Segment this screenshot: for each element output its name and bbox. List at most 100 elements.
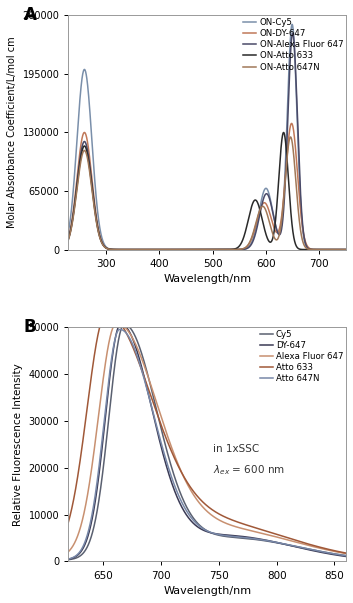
Atto 633 — [344, 549, 348, 557]
ON-DY-647 — [66, 234, 71, 241]
ON-Alexa Fluor 647 — [309, 246, 313, 253]
Atto 647N — [118, 326, 122, 333]
Text: $\lambda_{ex}$ = 600 nm: $\lambda_{ex}$ = 600 nm — [213, 463, 285, 477]
ON-Atto 647N — [309, 246, 313, 253]
ON-Alexa Fluor 647 — [66, 235, 71, 242]
ON-Atto 647N — [66, 236, 71, 243]
DY-647 — [80, 546, 85, 553]
Line: Alexa Fluor 647: Alexa Fluor 647 — [68, 324, 346, 554]
Y-axis label: Relative Fluorescence Intensity: Relative Fluorescence Intensity — [13, 363, 23, 526]
DY-647 — [285, 541, 289, 548]
Atto 633 — [80, 440, 85, 447]
ON-Atto 647N — [288, 133, 293, 140]
ON-Atto 647N — [114, 246, 119, 253]
Atto 633 — [285, 534, 289, 541]
Atto 633 — [202, 499, 206, 507]
ON-Atto 647N — [339, 246, 343, 253]
ON-Cy5 — [344, 246, 348, 253]
Y-axis label: Molar Absorbance Coefficient/L/mol cm: Molar Absorbance Coefficient/L/mol cm — [7, 37, 17, 229]
Text: A: A — [24, 6, 37, 24]
Atto 647N — [194, 520, 198, 527]
ON-Cy5 — [309, 246, 313, 253]
Alexa Fluor 647 — [202, 504, 206, 511]
Legend: ON-Cy5, ON-DY-647, ON-Alexa Fluor 647, ON-Atto 633, ON-Atto 647N: ON-Cy5, ON-DY-647, ON-Alexa Fluor 647, O… — [244, 18, 343, 72]
Alexa Fluor 647 — [80, 516, 85, 523]
Line: ON-Cy5: ON-Cy5 — [68, 24, 346, 250]
ON-Alexa Fluor 647 — [339, 246, 343, 253]
ON-Atto 633 — [173, 246, 177, 253]
ON-Alexa Fluor 647 — [98, 234, 102, 241]
DY-647 — [336, 552, 340, 559]
Atto 633 — [66, 519, 71, 526]
ON-DY-647 — [289, 120, 294, 127]
ON-Atto 633 — [309, 246, 313, 253]
ON-DY-647 — [344, 246, 348, 253]
ON-Alexa Fluor 647 — [177, 246, 181, 253]
ON-Cy5 — [177, 246, 181, 253]
Line: Atto 633: Atto 633 — [68, 314, 346, 553]
Cy5 — [285, 541, 289, 548]
Atto 633 — [106, 311, 110, 318]
Cy5 — [80, 550, 85, 557]
ON-Atto 647N — [98, 235, 102, 242]
ON-DY-647 — [173, 246, 177, 253]
ON-Cy5 — [66, 228, 71, 235]
ON-DY-647 — [173, 246, 177, 253]
Line: DY-647: DY-647 — [68, 324, 346, 559]
Atto 633 — [336, 548, 340, 555]
Line: ON-Atto 633: ON-Atto 633 — [68, 133, 346, 250]
Line: ON-Alexa Fluor 647: ON-Alexa Fluor 647 — [68, 33, 346, 250]
DY-647 — [336, 552, 340, 559]
DY-647 — [202, 526, 206, 534]
ON-Atto 647N — [175, 246, 179, 253]
ON-Atto 647N — [344, 246, 348, 253]
Cy5 — [336, 551, 340, 558]
ON-Atto 633 — [339, 246, 343, 253]
Alexa Fluor 647 — [194, 495, 198, 502]
ON-Alexa Fluor 647 — [185, 246, 189, 253]
ON-Atto 633 — [281, 129, 286, 136]
ON-Atto 647N — [173, 246, 177, 253]
Atto 647N — [344, 552, 348, 560]
Line: Cy5: Cy5 — [68, 324, 346, 560]
ON-Atto 633 — [66, 236, 71, 243]
ON-Atto 633 — [344, 246, 348, 253]
Cy5 — [344, 552, 348, 559]
Atto 633 — [336, 548, 340, 555]
DY-647 — [66, 555, 71, 563]
ON-Alexa Fluor 647 — [114, 246, 119, 253]
ON-Alexa Fluor 647 — [173, 246, 177, 253]
Alexa Fluor 647 — [336, 549, 340, 556]
Cy5 — [336, 551, 340, 558]
Atto 647N — [80, 544, 85, 551]
Atto 633 — [194, 491, 198, 499]
ON-Atto 633 — [114, 246, 119, 253]
Line: ON-DY-647: ON-DY-647 — [68, 124, 346, 250]
DY-647 — [344, 553, 348, 560]
ON-Cy5 — [173, 246, 177, 253]
Cy5 — [194, 518, 198, 525]
Alexa Fluor 647 — [344, 550, 348, 557]
Text: in 1xSSC: in 1xSSC — [213, 444, 259, 455]
Alexa Fluor 647 — [336, 549, 340, 556]
Atto 647N — [202, 525, 206, 532]
Text: B: B — [24, 318, 37, 336]
ON-Alexa Fluor 647 — [291, 30, 295, 37]
Legend: Cy5, DY-647, Alexa Fluor 647, Atto 633, Atto 647N: Cy5, DY-647, Alexa Fluor 647, Atto 633, … — [259, 330, 343, 384]
ON-Alexa Fluor 647 — [344, 246, 348, 253]
ON-Cy5 — [98, 226, 102, 233]
Alexa Fluor 647 — [115, 320, 120, 327]
Alexa Fluor 647 — [66, 548, 71, 555]
DY-647 — [119, 321, 123, 328]
Atto 647N — [66, 555, 71, 563]
ON-DY-647 — [339, 246, 343, 253]
Alexa Fluor 647 — [285, 536, 289, 543]
X-axis label: Wavelength/nm: Wavelength/nm — [163, 274, 251, 284]
ON-Atto 633 — [185, 246, 189, 253]
ON-Atto 647N — [185, 246, 189, 253]
Atto 647N — [285, 541, 289, 548]
ON-Cy5 — [114, 246, 119, 253]
DY-647 — [194, 522, 198, 529]
ON-DY-647 — [185, 246, 189, 253]
ON-DY-647 — [114, 246, 119, 253]
